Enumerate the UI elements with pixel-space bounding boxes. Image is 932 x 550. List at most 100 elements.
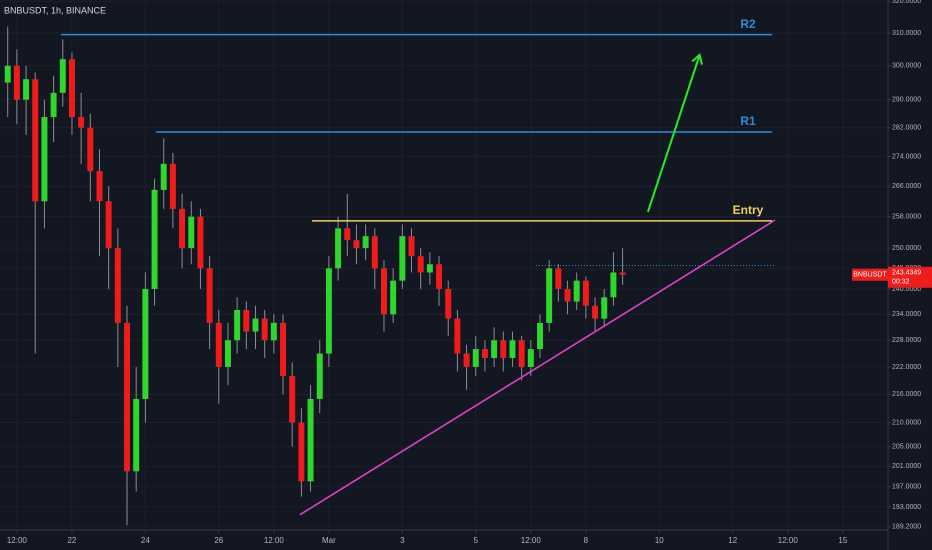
- candle-body: [362, 236, 369, 249]
- y-tick-label: 300.0000: [892, 63, 921, 70]
- price-tag: [888, 266, 932, 288]
- candle-body: [573, 280, 580, 302]
- y-tick-label: 234.0000: [892, 311, 921, 318]
- level-label: R1: [740, 114, 756, 128]
- y-tick-label: 193.0000: [892, 504, 921, 511]
- candle-body: [197, 216, 204, 269]
- candle-body: [114, 248, 121, 323]
- y-tick-label: 228.0000: [892, 337, 921, 344]
- candle-body: [169, 163, 176, 209]
- candle-body: [537, 322, 543, 350]
- y-tick-label: 320.0000: [892, 0, 921, 5]
- trendline: [299, 219, 776, 516]
- candle-body: [325, 268, 332, 354]
- candle-body: [234, 310, 241, 341]
- y-tick-label: 205.0000: [892, 443, 921, 450]
- candle-body: [463, 353, 470, 367]
- y-tick-label: 201.0000: [892, 463, 921, 470]
- candle-body: [344, 228, 351, 241]
- level-label: Entry: [733, 203, 764, 217]
- candle-body: [41, 117, 48, 202]
- candle-body: [224, 340, 231, 367]
- x-tick-label: 12: [728, 536, 737, 545]
- candle-body: [481, 349, 488, 358]
- candle-body: [546, 268, 553, 323]
- candle-body: [619, 272, 626, 275]
- candle-body: [592, 305, 599, 319]
- chart-title: BNBUSDT, 1h, BINANCE: [4, 5, 106, 15]
- candle-body: [179, 208, 186, 249]
- price-tag-symbol: BNBUSDT: [853, 272, 887, 279]
- candle-body: [408, 236, 415, 257]
- candle-body: [270, 322, 277, 341]
- candle-body: [610, 272, 617, 298]
- x-tick-label: Mar: [322, 536, 336, 545]
- candle-body: [454, 318, 461, 354]
- candle-body: [252, 318, 259, 332]
- arrow-head: [691, 53, 703, 65]
- y-tick-label: 189.2000: [892, 524, 921, 531]
- y-tick-label: 222.0000: [892, 364, 921, 371]
- candle-body: [436, 264, 443, 289]
- candle-body: [215, 322, 222, 367]
- candle-body: [371, 236, 378, 269]
- candle-body: [87, 127, 94, 172]
- candle-body: [188, 216, 195, 249]
- candle-body: [289, 375, 296, 423]
- candle-body: [390, 280, 397, 315]
- x-tick-label: 24: [141, 536, 150, 545]
- y-tick-label: 258.0000: [892, 213, 921, 220]
- x-tick-label: 10: [655, 536, 664, 545]
- candle-body: [335, 228, 342, 269]
- candle-body: [13, 65, 20, 100]
- candle-body: [206, 268, 213, 323]
- x-tick-label: 8: [584, 536, 589, 545]
- candle-body: [280, 322, 287, 376]
- candle-body: [142, 288, 149, 399]
- candle-body: [4, 65, 11, 83]
- x-tick-label: 12:00: [521, 536, 542, 545]
- candle-body: [32, 79, 39, 202]
- y-tick-label: 197.0000: [892, 483, 921, 490]
- candle-body: [518, 340, 525, 367]
- candle-body: [582, 280, 589, 306]
- y-tick-label: 240.0000: [892, 286, 921, 293]
- candle-body: [124, 322, 130, 472]
- candle-body: [491, 340, 498, 358]
- x-tick-label: 12:00: [7, 536, 28, 545]
- candle-body: [160, 163, 167, 190]
- y-tick-label: 210.0000: [892, 419, 921, 426]
- candle-body: [243, 310, 250, 332]
- y-tick-label: 290.0000: [892, 97, 921, 104]
- candle-body: [59, 59, 66, 93]
- x-tick-label: 22: [67, 536, 76, 545]
- x-tick-label: 15: [838, 536, 847, 545]
- candle-body: [23, 79, 30, 100]
- candle-body: [105, 201, 112, 249]
- candle-body: [96, 171, 103, 202]
- candle-body: [472, 349, 479, 367]
- candle-body: [445, 288, 452, 319]
- candle-body: [417, 256, 424, 273]
- x-tick-label: 12:00: [778, 536, 799, 545]
- candle-body: [307, 398, 314, 482]
- level-label: R2: [740, 17, 756, 31]
- last-price-label: 243.4349: [892, 270, 921, 277]
- x-tick-label: 5: [474, 536, 479, 545]
- y-tick-label: 282.0000: [892, 125, 921, 132]
- candle-body: [500, 340, 507, 358]
- candle-body: [555, 268, 562, 289]
- candle-body: [261, 318, 268, 341]
- arrow: [646, 54, 701, 213]
- y-tick-label: 216.0000: [892, 391, 921, 398]
- candle-body: [426, 264, 433, 273]
- candle-body: [380, 268, 387, 315]
- candle-body: [50, 92, 57, 118]
- x-tick-label: 3: [400, 536, 405, 545]
- y-tick-label: 266.0000: [892, 183, 921, 190]
- countdown: 00:32: [892, 279, 910, 286]
- candle-body: [316, 353, 323, 399]
- candle-body: [68, 59, 75, 118]
